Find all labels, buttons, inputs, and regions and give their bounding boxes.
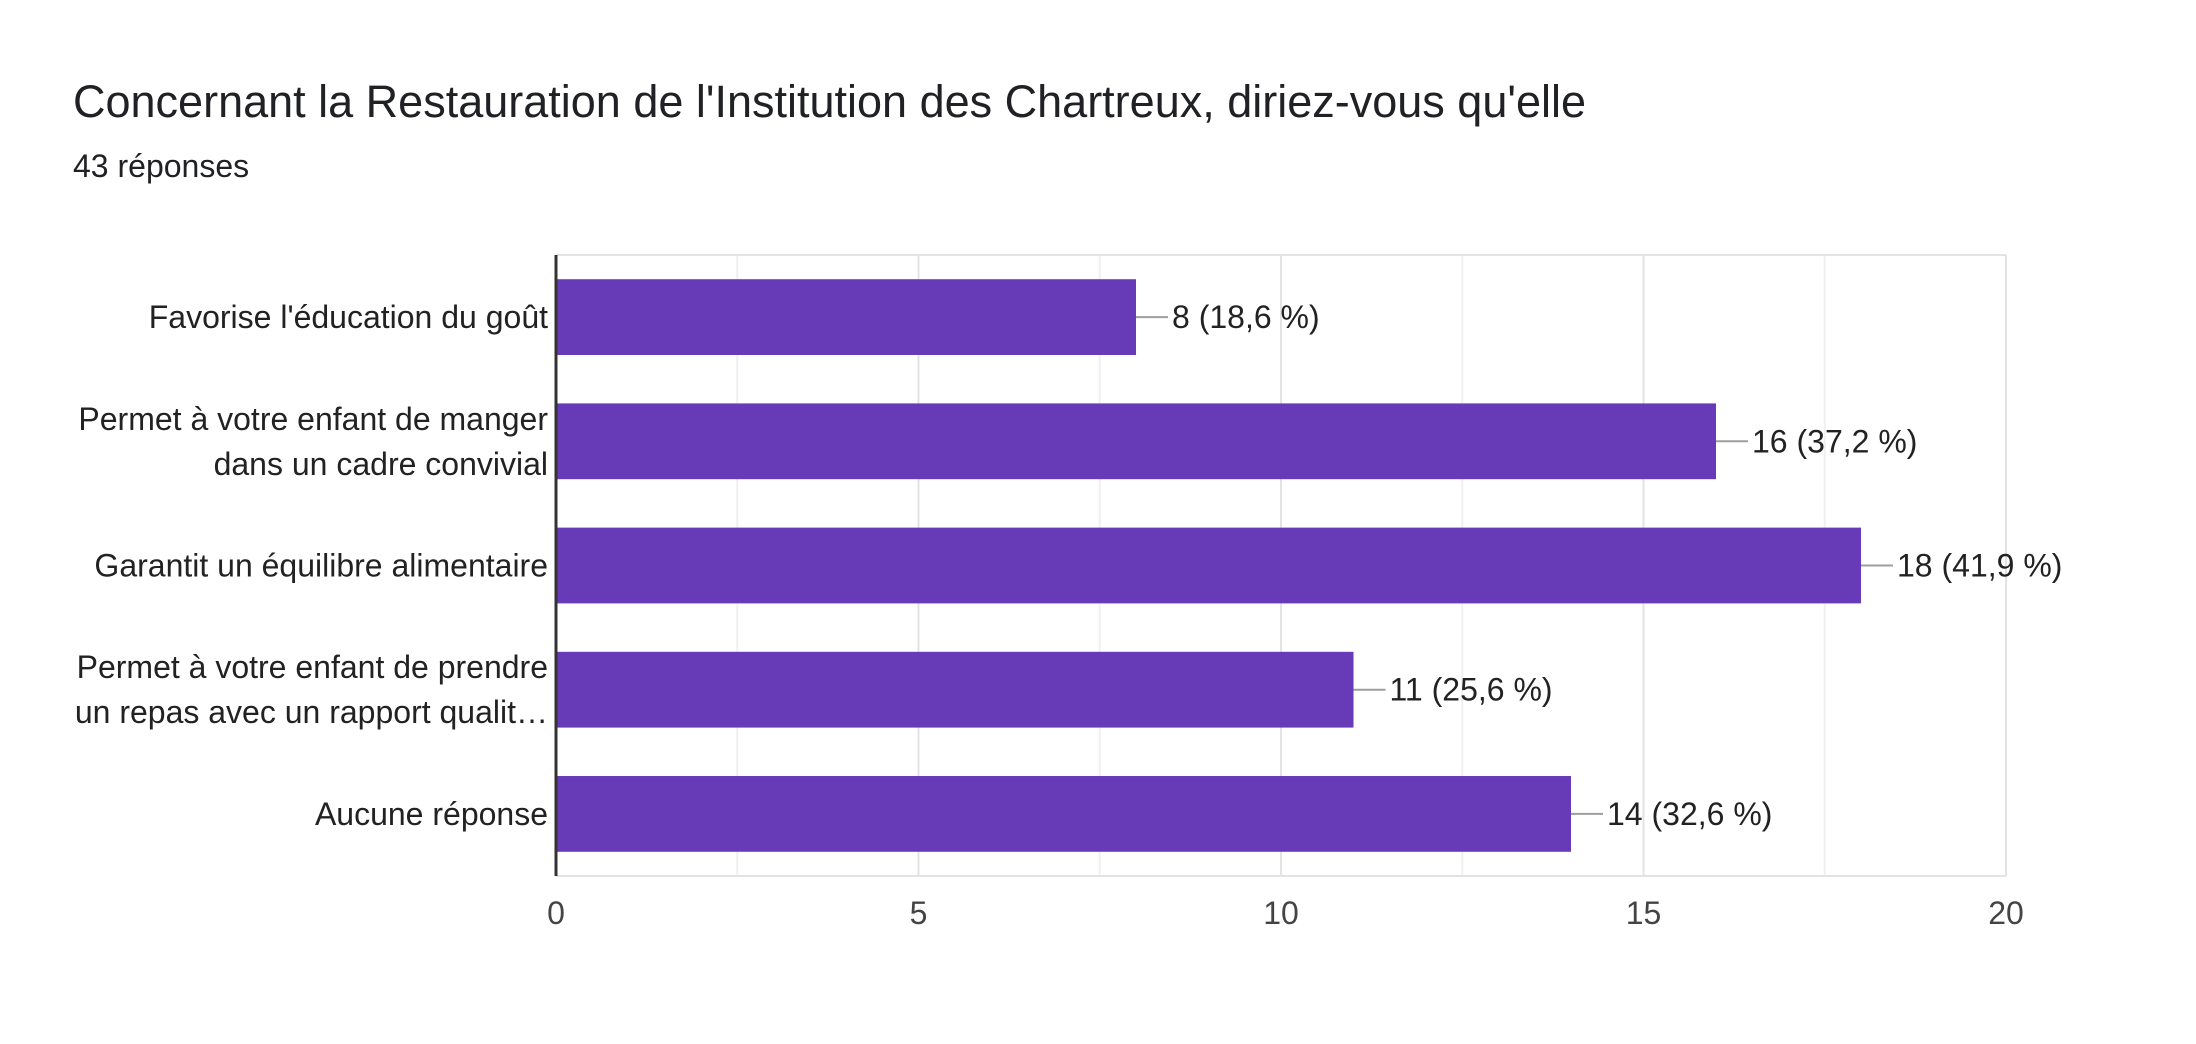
- category-label-4: Aucune réponse: [315, 796, 548, 832]
- data-label-0: 8 (18,6 %): [1172, 299, 1320, 335]
- chart-bars: [556, 279, 1861, 852]
- category-label-3: Permet à votre enfant de prendre: [77, 649, 548, 685]
- data-label-4: 14 (32,6 %): [1607, 796, 1772, 832]
- response-count: 43 réponses: [73, 148, 250, 184]
- bar-0[interactable]: [556, 279, 1136, 355]
- category-label-2: Garantit un équilibre alimentaire: [94, 548, 548, 584]
- data-label-3: 11 (25,6 %): [1390, 672, 1553, 708]
- x-tick-label: 5: [910, 895, 928, 931]
- x-tick-label: 10: [1263, 895, 1299, 931]
- bar-1[interactable]: [556, 403, 1716, 480]
- chart-axis: 0 5 10 15 20: [547, 255, 2024, 931]
- data-label-1: 16 (37,2 %): [1752, 423, 1917, 459]
- bar-4[interactable]: [556, 776, 1571, 852]
- x-tick-label: 15: [1626, 895, 1662, 931]
- data-label-2: 18 (41,9 %): [1897, 548, 2062, 584]
- bar-3[interactable]: [556, 651, 1354, 728]
- chart-labels: 8 (18,6 %) Favorise l'éducation du goût 16…: [75, 299, 2063, 832]
- category-label-1: dans un cadre convivial: [214, 446, 548, 482]
- category-label-0: Favorise l'éducation du goût: [149, 299, 548, 335]
- chart-title: Concernant la Restauration de l'Institut…: [73, 76, 1586, 127]
- category-label-3: un repas avec un rapport qualit…: [75, 694, 548, 730]
- category-label-1: Permet à votre enfant de manger: [78, 401, 548, 437]
- x-tick-label: 0: [547, 895, 565, 931]
- x-tick-label: 20: [1988, 895, 2024, 931]
- bar-2[interactable]: [556, 527, 1861, 604]
